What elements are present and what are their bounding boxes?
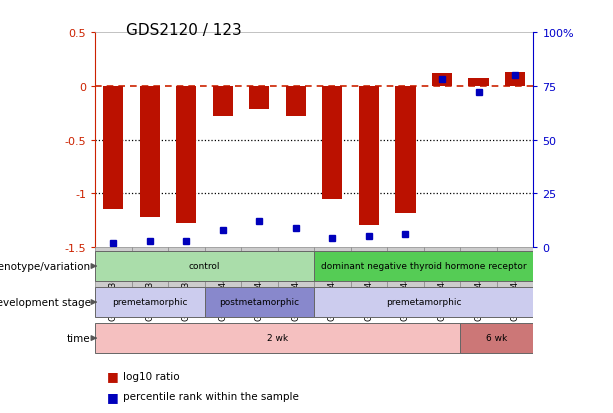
- Bar: [468, 79, 489, 87]
- Bar: [205, 287, 314, 318]
- Bar: [95, 323, 460, 354]
- Text: 2 wk: 2 wk: [267, 333, 288, 342]
- Bar: [351, 247, 387, 297]
- Text: 6 wk: 6 wk: [486, 333, 508, 342]
- Text: GSM118449: GSM118449: [291, 270, 300, 320]
- Bar: [132, 247, 168, 297]
- Bar: [103, 87, 123, 210]
- Bar: [322, 87, 343, 199]
- Text: GSM118445: GSM118445: [218, 270, 227, 320]
- Text: ■: ■: [107, 390, 119, 403]
- Text: GSM118443: GSM118443: [438, 270, 446, 320]
- Bar: [497, 247, 533, 297]
- Text: GSM118441: GSM118441: [365, 270, 373, 320]
- Bar: [95, 287, 205, 318]
- Bar: [205, 247, 241, 297]
- Text: GSM118447: GSM118447: [511, 270, 520, 320]
- Text: postmetamorphic: postmetamorphic: [219, 297, 299, 306]
- Text: GSM118448: GSM118448: [255, 270, 264, 320]
- Bar: [395, 87, 416, 213]
- Bar: [314, 247, 351, 297]
- Text: log10 ratio: log10 ratio: [123, 371, 179, 381]
- Text: GDS2120 / 123: GDS2120 / 123: [126, 23, 242, 38]
- Text: GSM118369: GSM118369: [182, 270, 191, 320]
- Text: premetamorphic: premetamorphic: [112, 297, 188, 306]
- Bar: [241, 247, 278, 297]
- Bar: [95, 251, 314, 282]
- Bar: [432, 74, 452, 87]
- Bar: [249, 87, 270, 110]
- Bar: [286, 87, 306, 116]
- Text: genotype/variation: genotype/variation: [0, 261, 91, 271]
- Text: GSM118444: GSM118444: [474, 270, 483, 320]
- Text: percentile rank within the sample: percentile rank within the sample: [123, 392, 299, 401]
- Bar: [95, 247, 132, 297]
- Bar: [359, 87, 379, 226]
- Text: control: control: [189, 261, 220, 270]
- Bar: [168, 247, 205, 297]
- Text: GSM118368: GSM118368: [145, 270, 154, 320]
- Text: dominant negative thyroid hormone receptor: dominant negative thyroid hormone recept…: [321, 261, 527, 270]
- Text: ■: ■: [107, 369, 119, 382]
- Bar: [314, 251, 533, 282]
- Text: GSM118367: GSM118367: [109, 270, 118, 320]
- Text: GSM118442: GSM118442: [401, 270, 410, 320]
- Bar: [460, 323, 533, 354]
- Bar: [278, 247, 314, 297]
- Bar: [140, 87, 160, 217]
- Bar: [424, 247, 460, 297]
- Text: time: time: [67, 333, 91, 343]
- Bar: [460, 247, 497, 297]
- Bar: [177, 87, 196, 224]
- Bar: [213, 87, 233, 116]
- Bar: [387, 247, 424, 297]
- Bar: [505, 73, 525, 87]
- Bar: [314, 287, 533, 318]
- Text: GSM118440: GSM118440: [328, 270, 337, 320]
- Text: development stage: development stage: [0, 297, 91, 307]
- Text: premetamorphic: premetamorphic: [386, 297, 462, 306]
